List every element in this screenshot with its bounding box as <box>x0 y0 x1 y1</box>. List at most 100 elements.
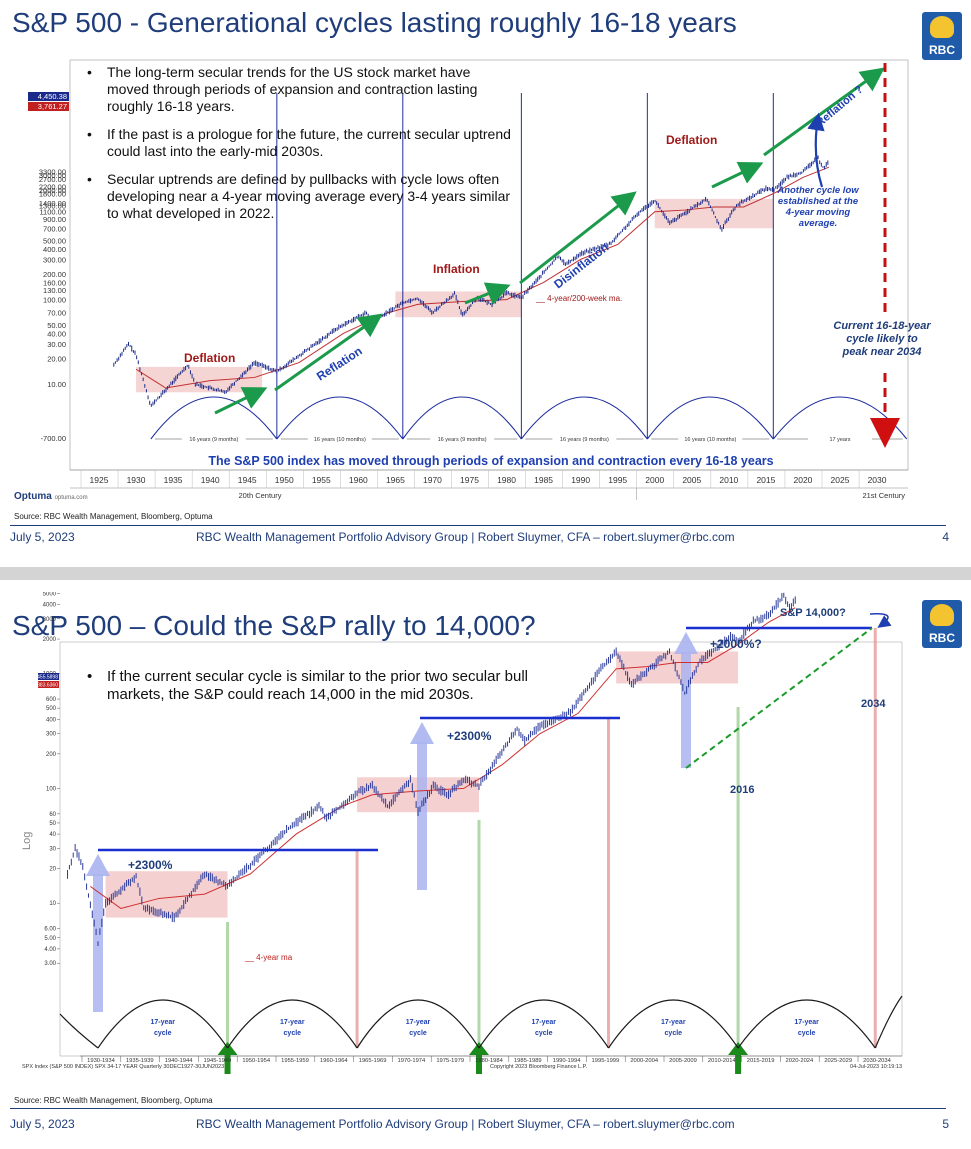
y-tick-label: 100 <box>46 786 57 792</box>
price-tag-label: 4,450.38 <box>38 92 67 101</box>
century-label: 21st Century <box>862 491 905 500</box>
projection-line <box>685 627 873 769</box>
target-label: S&P 14,000? <box>780 607 846 619</box>
label-reflation-2: Reflation ? <box>814 83 865 129</box>
cycle-label-bg <box>307 435 372 443</box>
y-tick-label: 500 <box>46 706 57 712</box>
x-tick-label: 1990-1994 <box>553 1058 581 1064</box>
cycle-duration-label: 16 years (10 months) <box>684 437 736 443</box>
year-label: 2034 <box>861 698 886 710</box>
y-tick-label: 30 <box>49 846 56 852</box>
x-tick-label: 2010 <box>719 475 738 485</box>
footer-rule <box>10 1108 946 1109</box>
x-tick-label: 2020-2024 <box>786 1058 814 1064</box>
bullet-item: Secular uptrends are defined by pullback… <box>85 171 515 222</box>
x-tick-label: 2005-2009 <box>669 1058 697 1064</box>
green-up-arrow-shaft <box>476 1054 482 1074</box>
x-tick-label: 1940 <box>201 475 220 485</box>
chart-footer-right: 04-Jul-2023 10:19:13 <box>850 1064 902 1070</box>
cycle-label-bg <box>678 435 743 443</box>
cycle-arc <box>59 1013 99 1049</box>
green-up-arrow-shaft <box>735 1054 742 1074</box>
cycle-label: 17-year cycle <box>151 1019 176 1037</box>
trend-arrow <box>214 387 268 415</box>
x-tick-label: 2000-2004 <box>630 1058 658 1064</box>
year-label: 2016 <box>730 784 754 796</box>
y-tick-label: -700.00 <box>41 434 66 443</box>
bullet-item: The long-term secular trends for the US … <box>85 64 515 115</box>
y-tick-label: 5.00 <box>44 936 56 942</box>
x-tick-label: 1960-1964 <box>320 1058 348 1064</box>
y-tick-label: 200 <box>46 752 57 758</box>
footer-rule <box>10 525 946 526</box>
y-tick-label: 50 <box>49 821 56 827</box>
lion-icon <box>930 16 954 38</box>
cycle-arc <box>646 396 774 440</box>
cycle-arc <box>402 396 522 440</box>
gain-arrow-head <box>674 632 698 654</box>
x-tick-label: 1945-1949 <box>204 1058 232 1064</box>
bullet-list: If the current secular cycle is similar … <box>85 668 565 715</box>
x-tick-label: 1985 <box>534 475 553 485</box>
cycle-label-bg <box>430 435 495 443</box>
label-reflation: Reflation <box>314 344 365 384</box>
price-tag <box>38 681 59 688</box>
secular-cycles-chart: 3300.003000.002700.002200.002000.001800.… <box>28 59 931 500</box>
x-tick-label: 1980 <box>497 475 516 485</box>
label-inflation: Inflation <box>433 262 480 276</box>
x-tick-label: 1960 <box>349 475 368 485</box>
y-tick-label: 200.00 <box>43 270 66 279</box>
footer-date: July 5, 2023 <box>10 1117 75 1131</box>
slide-title: S&P 500 - Generational cycles lasting ro… <box>12 7 737 38</box>
footer-text: RBC Wealth Management Portfolio Advisory… <box>196 1117 735 1131</box>
gain-label: +2300% <box>128 858 173 872</box>
cycle-arc <box>97 999 229 1049</box>
y-tick-label: 100.00 <box>43 296 66 305</box>
x-tick-label: 1935-1939 <box>126 1058 154 1064</box>
label-disinflation: Disinflation <box>551 240 611 291</box>
x-tick-label: 1955-1959 <box>281 1058 309 1064</box>
y-tick-label: 400 <box>46 717 57 723</box>
y-tick-label: 700.00 <box>43 224 66 233</box>
y-tick-label: 5000 <box>43 592 57 597</box>
gain-label: +2300% <box>447 729 492 743</box>
x-tick-label: 1935 <box>164 475 183 485</box>
x-tick-label: 1975 <box>460 475 479 485</box>
footer-text: RBC Wealth Management Portfolio Advisory… <box>196 530 735 544</box>
consolidation-box <box>105 871 228 918</box>
green-up-arrow-head <box>728 1042 749 1055</box>
rbc-logo: RBC <box>922 12 962 60</box>
y-tick-label: 3000.00 <box>39 171 66 180</box>
y-tick-label: 3000 <box>43 617 57 623</box>
y-tick-label: 900.00 <box>43 215 66 224</box>
bullet-list: The long-term secular trends for the US … <box>85 64 515 233</box>
y-tick-label: 4000 <box>43 602 57 608</box>
chart-footer-left: SPX Index (S&P 500 INDEX) SPX 34-17 YEAR… <box>22 1064 224 1070</box>
consolidation-box <box>395 291 522 318</box>
chart-caption: The S&P 500 index has moved through peri… <box>208 454 773 468</box>
y-tick-label: 1300.00 <box>39 202 66 211</box>
cycle-label-bg <box>808 435 872 443</box>
trend-arrow <box>711 161 764 189</box>
bullet-item: If the past is a prologue for the future… <box>85 126 515 160</box>
consolidation-box <box>136 366 263 393</box>
cycle-arc <box>227 999 358 1049</box>
y-tick-label: 2000.00 <box>39 186 66 195</box>
x-tick-label: 1965-1969 <box>359 1058 387 1064</box>
green-up-arrow-head <box>469 1042 489 1055</box>
y-tick-label: 2700.00 <box>39 175 66 184</box>
y-tick-label: 30.00 <box>47 340 66 349</box>
price-tag <box>28 102 69 111</box>
y-tick-label: 50.00 <box>47 321 66 330</box>
x-tick-label: 1975-1979 <box>436 1058 464 1064</box>
cycle-arc <box>276 396 404 440</box>
x-tick-label: 2015-2019 <box>747 1058 775 1064</box>
slide-separator <box>0 567 971 580</box>
slide-title: S&P 500 – Could the S&P rally to 14,000? <box>12 610 536 641</box>
source-note: Source: RBC Wealth Management, Bloomberg… <box>14 1096 213 1105</box>
price-tag-label: 4455.5898 <box>34 675 58 681</box>
x-tick-label: 1945 <box>238 475 257 485</box>
x-tick-label: 2005 <box>682 475 701 485</box>
y-tick-label: 70.00 <box>47 309 66 318</box>
x-tick-label: 1925 <box>90 475 109 485</box>
